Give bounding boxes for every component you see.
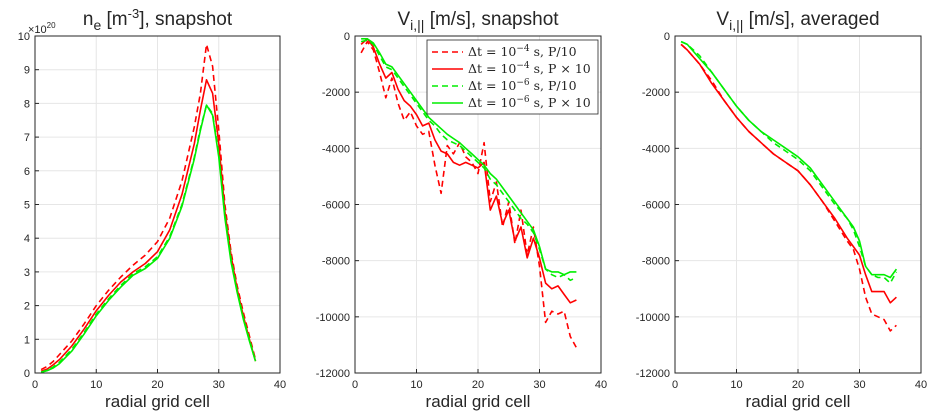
chart-title: Vi,|| [m/s], averaged: [716, 9, 879, 33]
y-tick-label: -12000: [636, 368, 670, 380]
axes-box: [34, 35, 281, 374]
legend-entry-label: Δt = 10−6 s, P × 10: [468, 95, 591, 110]
y-tick-label: -10000: [636, 312, 670, 324]
x-axis-label: radial grid cell: [105, 392, 210, 411]
legend-entry-label: Δt = 10−4 s, P × 10: [468, 61, 591, 76]
y-tick-label: 9: [24, 65, 30, 77]
y-tick-label: -2000: [642, 87, 670, 99]
y-tick-label: -8000: [322, 256, 350, 268]
y-tick-label: -10000: [316, 312, 350, 324]
chart-panel-2: 0 10 20 30 40 -12000 -10000 -8000 -6000 -4000 -200…: [316, 9, 607, 411]
series-line-red-solid: [680, 43, 897, 304]
y-tick-label: 0: [24, 368, 30, 380]
x-tick-label: 10: [410, 379, 422, 391]
x-tick-label: 20: [472, 379, 484, 391]
series-line-green-dashed: [680, 40, 898, 284]
x-tick-label: 10: [90, 379, 102, 391]
y-tick-label: 8: [24, 98, 30, 110]
legend-entry-label: Δt = 10−4 s, P/10: [468, 44, 577, 59]
series-line-green-solid: [40, 104, 257, 374]
x-tick-label: 30: [533, 379, 545, 391]
y-tick-label: -6000: [642, 200, 670, 212]
x-tick-label: 30: [853, 379, 865, 391]
y-tick-label: 0: [344, 31, 350, 43]
y-tick-label: 2: [24, 301, 30, 313]
chart-title: ne [m-3], snapshot: [83, 6, 233, 33]
y-tick-label: -8000: [642, 256, 670, 268]
y-tick-label: 1: [24, 334, 30, 346]
chart-panel-3: 0 10 20 30 40 -12000 -10000 -8000 -6000 -4000 -200…: [636, 9, 927, 411]
axes-box: [674, 35, 922, 374]
x-tick-label: 20: [151, 379, 163, 391]
series-line-red-dashed: [40, 43, 257, 371]
y-tick-label: -4000: [642, 143, 670, 155]
x-axis-label: radial grid cell: [746, 392, 851, 411]
y-tick-label: 6: [24, 166, 30, 178]
y-tick-label: -4000: [322, 143, 350, 155]
legend-entry-label: Δt = 10−6 s, P/10: [468, 78, 577, 93]
x-tick-label: 40: [274, 379, 286, 391]
y-tick-label: -2000: [322, 87, 350, 99]
y-tick-label: -6000: [322, 200, 350, 212]
series-line-red-dashed: [360, 40, 578, 349]
y-tick-label: -12000: [316, 368, 350, 380]
y-tick-label: 10: [18, 31, 30, 43]
x-tick-label: 0: [672, 379, 678, 391]
y-tick-label: 3: [24, 267, 30, 279]
x-tick-label: 0: [352, 379, 358, 391]
chart-title: Vi,|| [m/s], snapshot: [397, 9, 559, 33]
x-axis-label: radial grid cell: [426, 392, 531, 411]
series-line-green-solid: [361, 37, 577, 276]
x-tick-label: 40: [595, 379, 607, 391]
x-tick-label: 0: [32, 379, 38, 391]
x-tick-label: 20: [792, 379, 804, 391]
series-line-red-solid: [40, 79, 257, 373]
x-tick-label: 10: [730, 379, 742, 391]
x-tick-label: 30: [213, 379, 225, 391]
series-line-red-solid: [360, 37, 577, 304]
y-tick-label: 0: [664, 31, 670, 43]
x-tick-label: 40: [915, 379, 927, 391]
y-tick-label: 5: [24, 200, 30, 212]
axes-box: [354, 35, 602, 374]
y-exponent-label: ×1020: [28, 21, 56, 36]
y-tick-label: 4: [24, 233, 30, 245]
series-line-green-solid: [680, 40, 898, 279]
y-tick-label: 7: [24, 132, 30, 144]
legend: Δt = 10−4 s, P/10 Δt = 10−4 s, P × 10 Δt =…: [426, 39, 599, 115]
